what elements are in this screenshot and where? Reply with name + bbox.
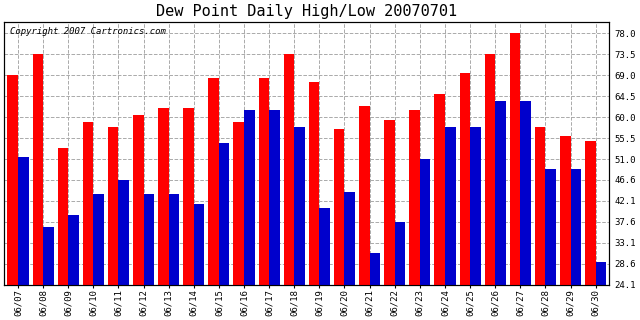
Bar <box>18 157 29 320</box>
Bar <box>570 169 581 320</box>
Bar <box>510 33 520 320</box>
Bar <box>370 252 380 320</box>
Bar <box>344 192 355 320</box>
Bar <box>183 108 194 320</box>
Bar <box>470 127 481 320</box>
Bar <box>43 227 54 320</box>
Bar <box>535 127 545 320</box>
Bar <box>495 101 506 320</box>
Bar <box>209 78 219 320</box>
Bar <box>33 54 43 320</box>
Bar <box>294 127 305 320</box>
Bar <box>445 127 456 320</box>
Bar <box>58 148 68 320</box>
Bar <box>319 208 330 320</box>
Bar <box>244 110 255 320</box>
Bar <box>234 122 244 320</box>
Bar <box>259 78 269 320</box>
Bar <box>460 73 470 320</box>
Bar <box>596 262 606 320</box>
Bar <box>435 94 445 320</box>
Bar <box>93 194 104 320</box>
Bar <box>118 180 129 320</box>
Bar <box>143 194 154 320</box>
Bar <box>269 110 280 320</box>
Bar <box>158 108 169 320</box>
Bar <box>334 129 344 320</box>
Bar <box>520 101 531 320</box>
Bar <box>169 194 179 320</box>
Bar <box>108 127 118 320</box>
Text: Copyright 2007 Cartronics.com: Copyright 2007 Cartronics.com <box>10 27 166 36</box>
Title: Dew Point Daily High/Low 20070701: Dew Point Daily High/Low 20070701 <box>156 4 458 19</box>
Bar <box>420 159 430 320</box>
Bar <box>284 54 294 320</box>
Bar <box>484 54 495 320</box>
Bar <box>309 82 319 320</box>
Bar <box>68 215 79 320</box>
Bar <box>83 122 93 320</box>
Bar <box>410 110 420 320</box>
Bar <box>8 76 18 320</box>
Bar <box>395 222 405 320</box>
Bar <box>585 141 596 320</box>
Bar <box>560 136 570 320</box>
Bar <box>384 120 395 320</box>
Bar <box>545 169 556 320</box>
Bar <box>194 204 204 320</box>
Bar <box>219 143 230 320</box>
Bar <box>359 106 370 320</box>
Bar <box>133 115 143 320</box>
